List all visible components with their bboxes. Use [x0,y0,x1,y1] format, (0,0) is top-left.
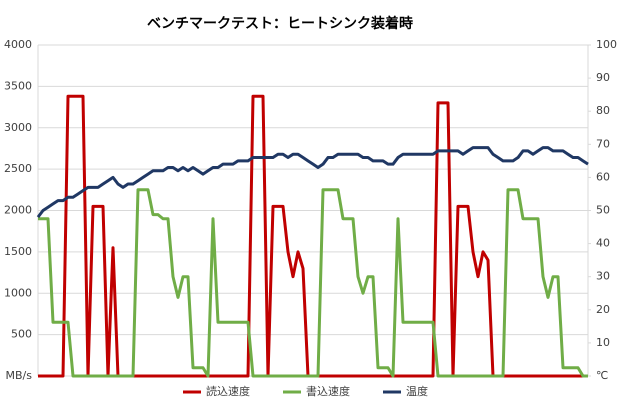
legend-label: 温度 [406,384,428,398]
y2-tick-label: 70 [596,137,610,150]
y-tick-label: 500 [11,328,32,341]
y-tick-label: 2000 [4,204,32,217]
y2-tick-label: ℃ [596,369,608,382]
y-tick-label: 4000 [4,38,32,51]
y2-tick-label: 50 [596,204,610,217]
y2-tick-label: 20 [596,303,610,316]
legend-label: 読込速度 [206,384,250,398]
series-line [38,188,588,378]
y2-tick-label: 100 [596,38,617,51]
y-tick-label: 3500 [4,79,32,92]
y2-tick-label: 10 [596,336,610,349]
y2-tick-label: 30 [596,270,610,283]
legend-label: 書込速度 [306,384,350,398]
y2-tick-label: 80 [596,104,610,117]
y-tick-label: 1000 [4,286,32,299]
series-line [36,146,589,219]
y-tick-label: 3000 [4,121,32,134]
y-tick-label: MB/s [6,369,33,382]
y2-tick-label: 40 [596,237,610,250]
y2-tick-label: 90 [596,71,610,84]
chart-title: ベンチマークテスト：ヒートシンク装着時 [147,15,413,32]
y-tick-label: 1500 [4,245,32,258]
y-tick-label: 2500 [4,162,32,175]
y2-tick-label: 60 [596,170,610,183]
